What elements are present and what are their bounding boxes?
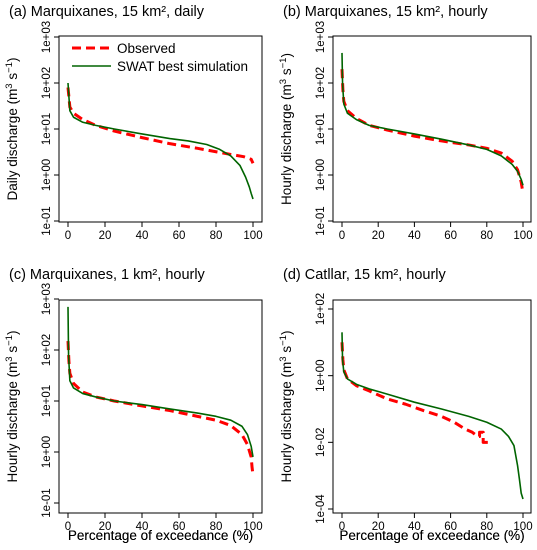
panel-title: (d) Catllar, 15 km², hourly [283, 267, 447, 283]
y-tick-label: 1e+02 [315, 67, 327, 99]
panel-title: (a) Marquixanes, 15 km², daily [9, 4, 205, 20]
y-tick-label: 1e+03 [315, 21, 327, 53]
legend: Observed SWAT best simulation [72, 41, 248, 74]
y-axis-label-text: ) [279, 331, 294, 336]
x-tick-label: 0 [339, 521, 345, 533]
y-axis-label-text: s [5, 346, 20, 357]
y-axis-label-superscript: −1 [278, 335, 289, 346]
series-swat-line [341, 52, 524, 186]
series-observed-line [340, 69, 525, 194]
x-tick-label: 80 [480, 230, 493, 242]
y-tick-label: 1e+02 [41, 334, 53, 366]
chart-panel-a: (a) Marquixanes, 15 km², daily 0 20 40 60 80 1… [4, 4, 263, 543]
plot-frame [58, 299, 263, 514]
x-axis-label: Percentage of exceedance (%) [339, 528, 524, 543]
series-swat-line [67, 306, 254, 458]
y-tick-label: 1e-01 [41, 488, 53, 517]
y-axis-label-superscript: 3 [4, 356, 15, 361]
x-tick-label: 20 [372, 230, 385, 242]
y-axis-label-superscript: 3 [4, 83, 15, 88]
x-axis-label: Percentage of exceedance (%) [68, 528, 253, 543]
chart-panel-d: (d) Catllar, 15 km², hourly 0 20 40 60 80 100 1… [278, 267, 533, 543]
y-axis-label-text: s [279, 346, 294, 357]
series-observed-line [66, 87, 255, 164]
x-axis-label: Percentage of exceedance (%) [339, 528, 524, 543]
y-axis-label: Hourly discharge (m3 s−1) [4, 331, 21, 483]
chart-panel-c: (c) Marquixanes, 1 km², hourly 0 20 40 60 80 1… [4, 267, 263, 543]
y-tick-label: 1e+03 [41, 283, 53, 315]
y-axis-label: Daily discharge (m3 s−1) [4, 58, 21, 201]
x-tick-label: 20 [99, 521, 112, 533]
x-tick-label: 100 [243, 230, 262, 242]
y-axis-label-text: Hourly discharge (m [279, 362, 294, 483]
y-axis-label-superscript: 3 [278, 79, 289, 84]
series-observed-line [340, 342, 491, 444]
x-tick-label: 80 [210, 230, 223, 242]
y-axis-label: Hourly discharge (m3 s−1) [278, 53, 295, 205]
x-tick-label: 40 [136, 230, 149, 242]
plot-frame [332, 35, 532, 223]
x-tick-label: 80 [480, 521, 493, 533]
plot-frame [332, 299, 532, 514]
x-tick-label: 60 [173, 521, 186, 533]
y-axis-label-text: Hourly discharge (m [5, 362, 20, 483]
x-tick-label: 100 [513, 230, 532, 242]
y-tick-label: 1e+00 [315, 159, 327, 191]
x-tick-label: 20 [99, 230, 112, 242]
y-axis-label-superscript: −1 [4, 62, 15, 73]
y-axis-label-superscript: −1 [4, 335, 15, 346]
x-tick-label: 0 [65, 230, 71, 242]
x-tick-label: 100 [513, 521, 532, 533]
x-tick-label: 0 [65, 521, 71, 533]
y-tick-label: 1e+01 [41, 113, 53, 145]
x-tick-label: 60 [173, 230, 186, 242]
y-axis-label-text: s [279, 68, 294, 79]
series-swat-line [67, 82, 254, 200]
y-axis-label-text: Daily discharge (m [5, 89, 20, 201]
x-tick-label: 40 [136, 521, 149, 533]
y-tick-label: 1e+01 [41, 385, 53, 417]
y-axis-label-text: Hourly discharge (m [279, 84, 294, 205]
legend-swat-label: SWAT best simulation [117, 59, 248, 74]
x-tick-label: 40 [408, 230, 421, 242]
panel-title: (b) Marquixanes, 15 km², hourly [283, 4, 488, 20]
y-axis-label: Hourly discharge (m3 s−1) [278, 331, 295, 483]
chart-panel-b: (b) Marquixanes, 15 km², hourly 0 20 40 60 80… [278, 4, 533, 543]
y-axis-label-superscript: 3 [278, 356, 289, 361]
x-tick-label: 60 [444, 521, 457, 533]
x-tick-label: 40 [408, 521, 421, 533]
y-tick-label: 1e+03 [41, 21, 53, 53]
panel-title: (c) Marquixanes, 1 km², hourly [9, 267, 206, 283]
x-axis-label: Percentage of exceedance (%) [68, 528, 253, 543]
y-tick-label: 1e+01 [315, 113, 327, 145]
x-tick-label: 80 [210, 521, 223, 533]
y-axis-label-superscript: −1 [278, 58, 289, 69]
y-axis-label-text: ) [5, 331, 20, 336]
y-tick-label: 1e-01 [41, 206, 53, 235]
y-axis-label-text: ) [279, 53, 294, 58]
legend-observed-label: Observed [117, 41, 176, 56]
x-tick-label: 60 [444, 230, 457, 242]
x-tick-label: 20 [372, 521, 385, 533]
y-axis-label-text: ) [5, 58, 20, 63]
y-tick-label: 1e+00 [315, 360, 327, 392]
y-tick-label: 1e-04 [315, 494, 327, 524]
y-tick-label: 1e+00 [41, 436, 53, 468]
y-tick-label: 1e+00 [41, 159, 53, 191]
series-swat-line [341, 332, 524, 500]
y-tick-label: 1e+02 [315, 293, 327, 325]
x-tick-label: 0 [339, 230, 345, 242]
y-axis-label-text: s [5, 73, 20, 84]
y-tick-label: 1e-01 [315, 206, 327, 235]
y-tick-label: 1e-02 [315, 428, 327, 457]
x-tick-label: 100 [243, 521, 262, 533]
series-observed-line [66, 340, 255, 476]
y-tick-label: 1e+02 [41, 67, 53, 99]
